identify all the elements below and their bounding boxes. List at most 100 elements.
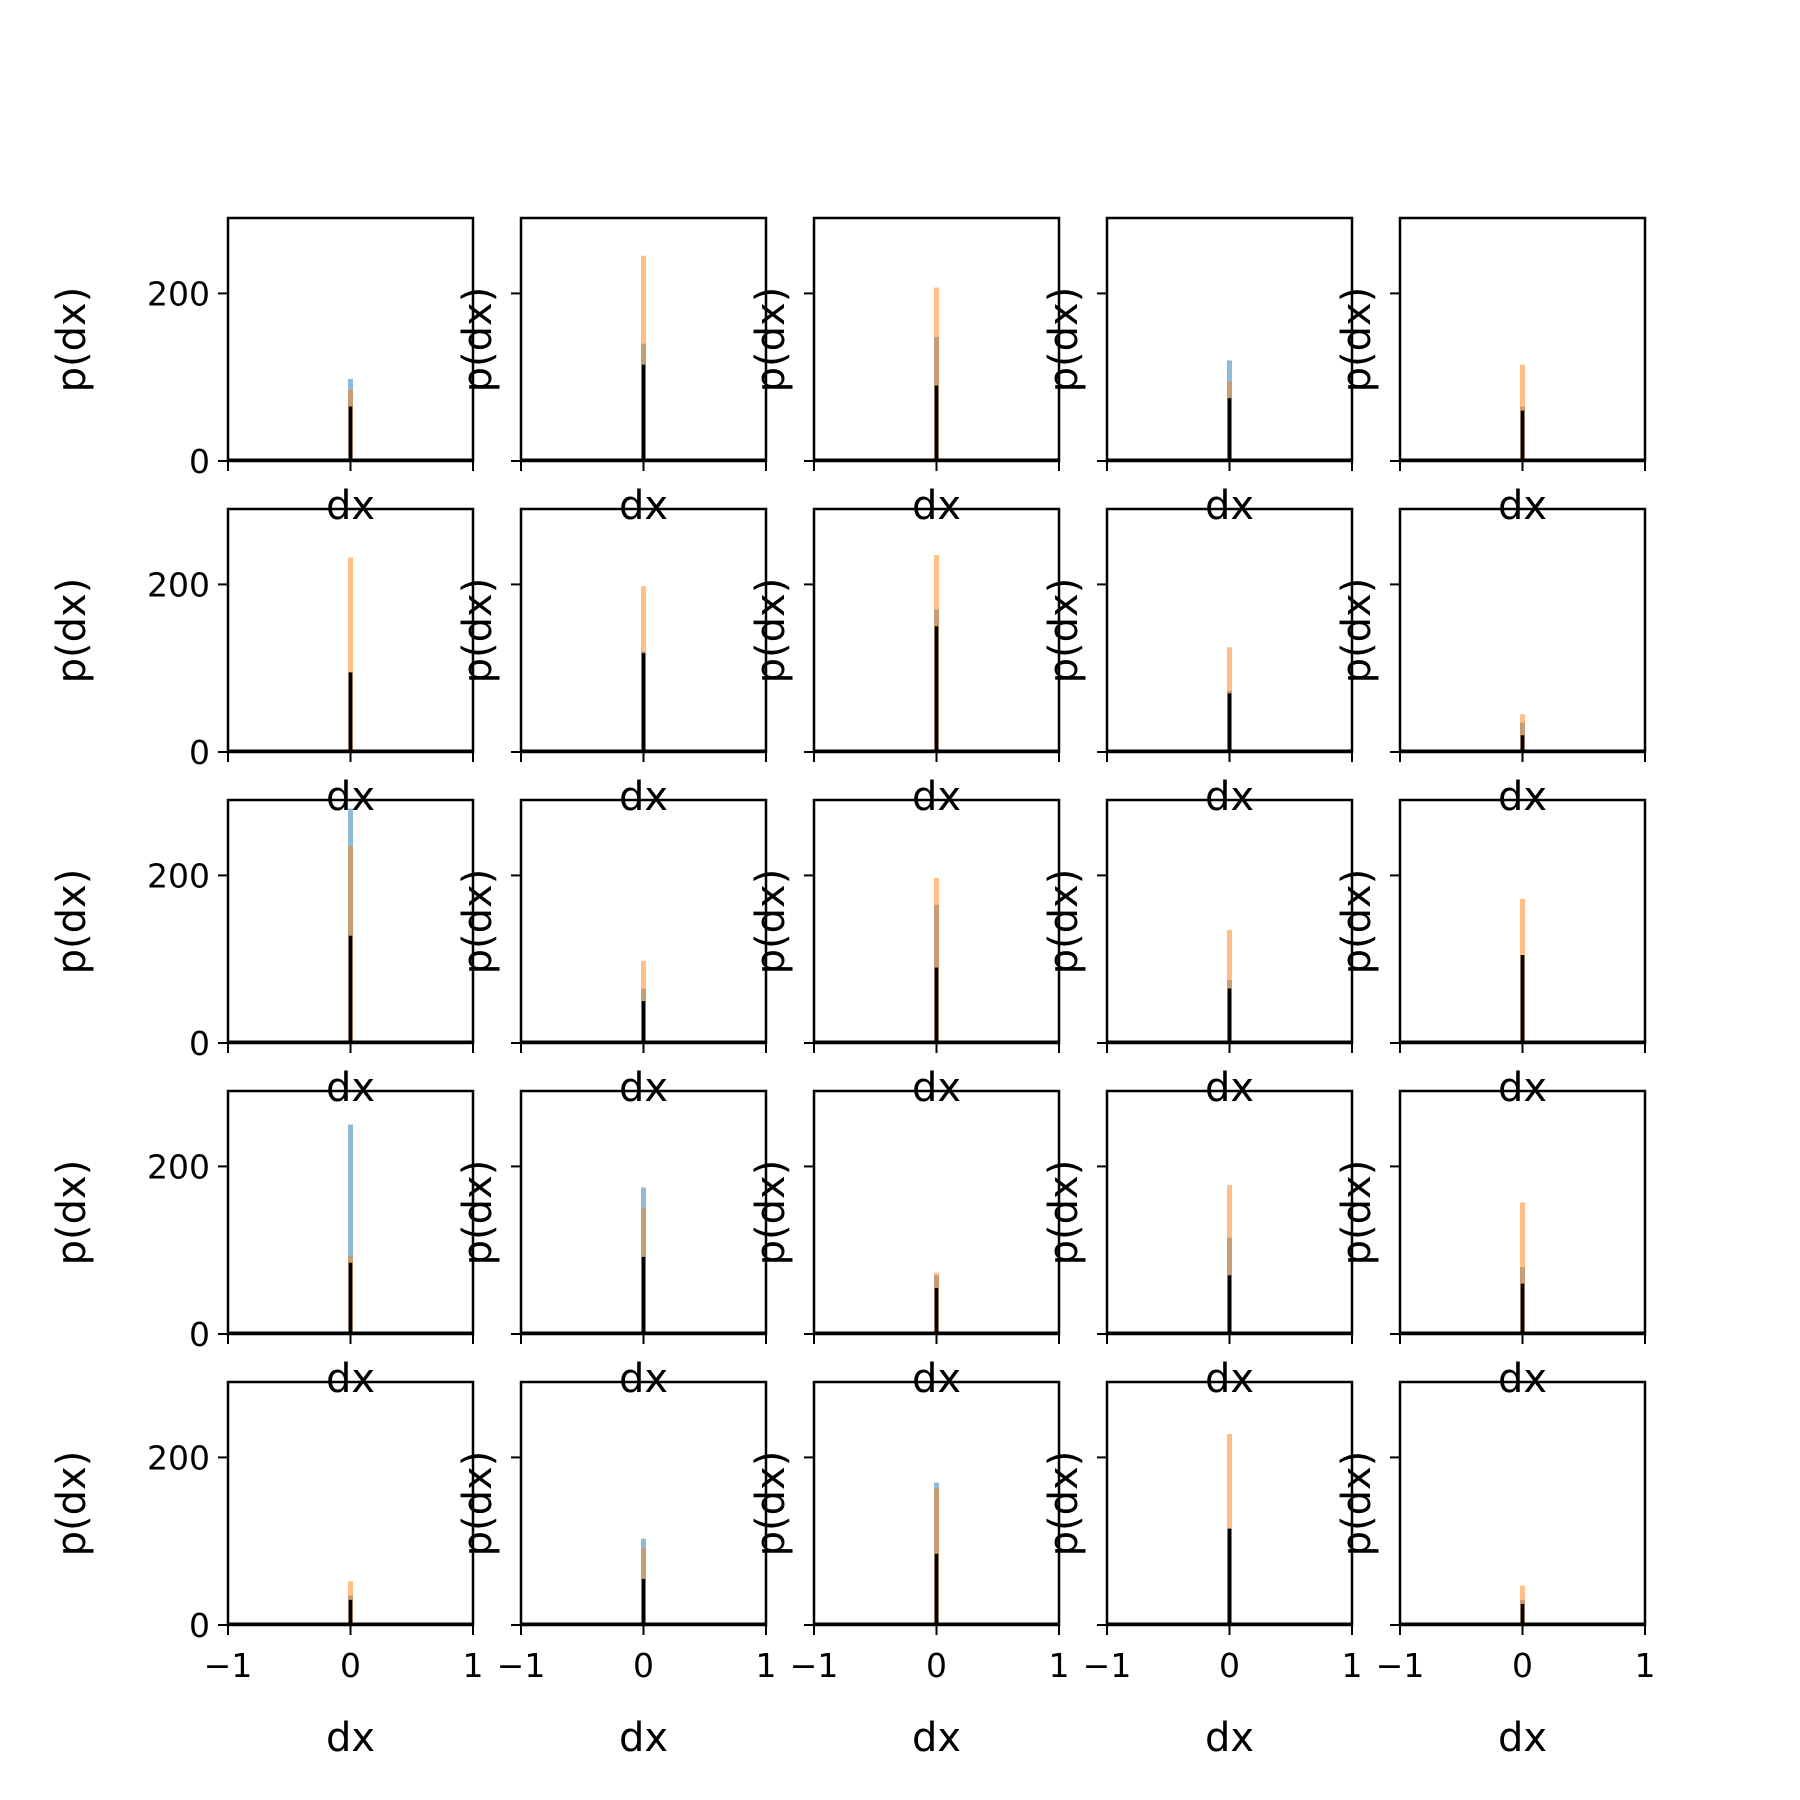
x-tick-label: 1	[756, 1646, 777, 1685]
y-axis-label: p(dx)	[1334, 287, 1380, 393]
y-axis-label: p(dx)	[49, 578, 95, 684]
y-axis-label: p(dx)	[455, 287, 501, 393]
panel-1-1: 0 200 dx p(dx)	[49, 216, 475, 529]
histogram-bar-black	[641, 1256, 646, 1334]
y-axis-label: p(dx)	[748, 1451, 794, 1557]
panel-3-3: dx p(dx)	[748, 798, 1061, 1111]
x-axis-label: dx	[619, 1356, 668, 1402]
histogram-bar-black	[641, 1578, 646, 1625]
histogram-bar-black	[348, 1262, 353, 1334]
histogram-bar-black	[348, 406, 353, 461]
x-axis-label: dx	[326, 1715, 375, 1761]
histogram-bar-black	[641, 364, 646, 461]
panel-3-2: dx p(dx)	[455, 798, 768, 1111]
histogram-bar-black	[934, 385, 939, 461]
x-tick-label: 0	[1512, 1646, 1533, 1685]
panel-5-4: −1 0 1 dx p(dx)	[1041, 1380, 1363, 1761]
y-axis-label: p(dx)	[1334, 1160, 1380, 1266]
panel-2-5: dx p(dx)	[1334, 507, 1647, 820]
x-axis-label: dx	[1205, 1065, 1254, 1111]
x-tick-label: 1	[1342, 1646, 1363, 1685]
y-axis-label: p(dx)	[49, 869, 95, 975]
y-axis-label: p(dx)	[1041, 578, 1087, 684]
histogram-bar-black	[1520, 1283, 1525, 1334]
x-axis-label: dx	[912, 1356, 961, 1402]
panel-1-2: dx p(dx)	[455, 216, 768, 529]
histogram-bar-black	[934, 626, 939, 752]
x-axis-label: dx	[619, 774, 668, 820]
histogram-bar-black	[934, 967, 939, 1043]
x-axis-label: dx	[1205, 483, 1254, 529]
panel-3-5: dx p(dx)	[1334, 798, 1647, 1111]
y-axis-label: p(dx)	[1334, 1451, 1380, 1557]
histogram-bar-black	[934, 1287, 939, 1334]
y-tick-label: 0	[189, 442, 210, 481]
y-axis-label: p(dx)	[748, 287, 794, 393]
y-axis-label: p(dx)	[1041, 287, 1087, 393]
histogram-bar-black	[1520, 735, 1525, 752]
histogram-bar-black	[1227, 988, 1232, 1043]
y-tick-label: 0	[189, 1315, 210, 1354]
x-axis-label: dx	[326, 1356, 375, 1402]
x-axis-label: dx	[619, 1065, 668, 1111]
histogram-bar-black	[1227, 1528, 1232, 1625]
x-axis-label: dx	[326, 1065, 375, 1111]
histogram-bar-orange	[641, 255, 646, 461]
histogram-bar-black	[934, 1553, 939, 1625]
panel-1-4: dx p(dx)	[1041, 216, 1354, 529]
y-axis-label: p(dx)	[49, 1160, 95, 1266]
panel-5-5: −1 0 1 dx p(dx)	[1334, 1380, 1656, 1761]
histogram-bar-orange	[1227, 929, 1232, 1043]
histogram-bar-black	[1520, 1604, 1525, 1625]
x-axis-label: dx	[912, 774, 961, 820]
x-axis-label: dx	[912, 1065, 961, 1111]
y-axis-label: p(dx)	[455, 578, 501, 684]
x-tick-label: −1	[1083, 1646, 1132, 1685]
panel-3-4: dx p(dx)	[1041, 798, 1354, 1111]
panel-4-5: dx p(dx)	[1334, 1089, 1647, 1402]
x-axis-label: dx	[619, 483, 668, 529]
y-tick-label: 200	[147, 1438, 210, 1477]
y-axis-label: p(dx)	[1334, 869, 1380, 975]
histogram-bar-black	[348, 1599, 353, 1625]
y-axis-label: p(dx)	[49, 1451, 95, 1557]
histogram-bar-orange	[934, 287, 939, 461]
x-tick-label: 1	[463, 1646, 484, 1685]
panel-4-2: dx p(dx)	[455, 1089, 768, 1402]
histogram-bar-black	[1227, 693, 1232, 752]
x-tick-label: −1	[497, 1646, 546, 1685]
panel-3-1: 0 200 dx p(dx)	[49, 798, 475, 1111]
x-tick-label: 0	[340, 1646, 361, 1685]
x-axis-label: dx	[912, 1715, 961, 1761]
x-tick-label: 1	[1635, 1646, 1656, 1685]
y-axis-label: p(dx)	[455, 1160, 501, 1266]
panel-4-1: 0 200 dx p(dx)	[49, 1089, 475, 1402]
panel-1-3: dx p(dx)	[748, 216, 1061, 529]
x-axis-label: dx	[326, 483, 375, 529]
y-axis-label: p(dx)	[748, 578, 794, 684]
x-tick-label: 1	[1049, 1646, 1070, 1685]
histogram-bar-black	[641, 1001, 646, 1043]
y-tick-label: 0	[189, 1606, 210, 1645]
x-axis-label: dx	[1205, 1715, 1254, 1761]
x-tick-label: 0	[1219, 1646, 1240, 1685]
x-axis-label: dx	[1498, 1715, 1547, 1761]
histogram-bar-orange	[348, 557, 353, 752]
x-tick-label: 0	[926, 1646, 947, 1685]
x-axis-label: dx	[619, 1715, 668, 1761]
panel-2-4: dx p(dx)	[1041, 507, 1354, 820]
y-axis-label: p(dx)	[1041, 869, 1087, 975]
x-tick-label: −1	[790, 1646, 839, 1685]
y-tick-label: 200	[147, 274, 210, 313]
x-tick-label: −1	[1376, 1646, 1425, 1685]
x-axis-label: dx	[912, 483, 961, 529]
y-axis-label: p(dx)	[748, 869, 794, 975]
histogram-bar-black	[348, 935, 353, 1043]
histogram-bar-orange	[1520, 1202, 1525, 1334]
x-axis-label: dx	[1205, 1356, 1254, 1402]
panels-group: 0200dxp(dx)dxp(dx)dxp(dx)dxp(dx)dxp(dx)0…	[49, 216, 1656, 1761]
